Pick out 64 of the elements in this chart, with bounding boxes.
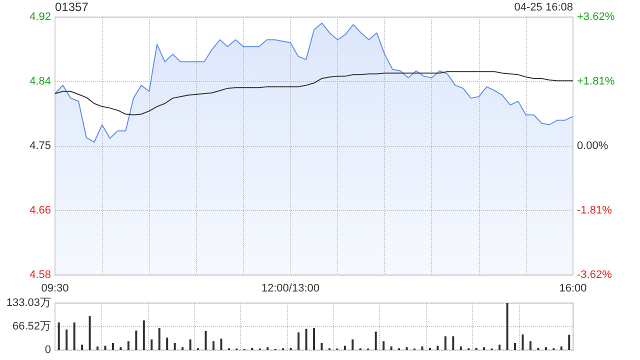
bar <box>436 346 439 350</box>
bar <box>66 330 68 350</box>
bar <box>320 342 323 350</box>
bar <box>382 341 385 350</box>
bar <box>142 320 145 350</box>
bar <box>189 339 192 350</box>
bar <box>313 328 315 350</box>
bar <box>514 342 516 350</box>
bar <box>390 346 392 350</box>
y-tick-label: 4.84 <box>30 76 51 88</box>
bar <box>444 336 446 350</box>
bar <box>150 339 153 350</box>
y-tick-label: 4.75 <box>30 140 51 152</box>
line-series <box>54 71 574 116</box>
chart-title: 01357 <box>55 0 89 14</box>
bar <box>266 347 269 350</box>
bar <box>166 338 168 350</box>
bar <box>506 303 508 350</box>
y-tick-label: 133.03万 <box>6 297 51 309</box>
x-tick-label: 12:00/13:00 <box>261 282 320 294</box>
bar <box>460 346 462 350</box>
bar <box>352 339 354 350</box>
x-tick-label: 09:30 <box>41 282 69 294</box>
bar <box>522 334 524 350</box>
bar <box>174 342 176 350</box>
x-tick-label: 16:00 <box>559 282 587 294</box>
y-tick-label: 66.52万 <box>12 320 51 332</box>
y2-tick-label: +3.62% <box>577 11 615 23</box>
bar <box>212 341 214 350</box>
bar <box>88 316 91 350</box>
bar <box>344 346 346 350</box>
y2-tick-label: +1.81% <box>577 76 615 88</box>
bar <box>483 347 486 350</box>
y-tick-label: 4.92 <box>30 11 51 23</box>
bar <box>560 346 562 350</box>
bar <box>120 347 122 350</box>
bar <box>544 347 547 350</box>
bar <box>298 332 300 350</box>
bar <box>452 336 454 350</box>
bar <box>568 334 570 350</box>
bar <box>158 328 160 350</box>
bar <box>96 346 99 350</box>
bar <box>406 347 408 350</box>
y2-tick-label: -3.62% <box>577 269 612 281</box>
bar <box>529 341 532 350</box>
bar <box>204 330 207 350</box>
bar <box>58 322 60 350</box>
bar <box>220 338 222 350</box>
bar <box>81 344 84 350</box>
y-tick-label: 0 <box>44 344 51 356</box>
y-tick-label: 4.66 <box>30 204 51 216</box>
bar <box>104 346 106 350</box>
y2-tick-label: -1.81% <box>577 204 612 216</box>
text: 04-25 16:08 <box>514 2 573 14</box>
bar <box>498 344 501 350</box>
y2-tick-label: 0.00% <box>577 140 608 152</box>
bar <box>73 322 76 350</box>
bar <box>182 347 184 350</box>
bar <box>421 346 424 350</box>
bar <box>305 328 308 350</box>
y-tick-label: 4.58 <box>30 269 51 281</box>
bar <box>374 332 377 350</box>
bar <box>112 342 114 350</box>
bar <box>135 330 138 350</box>
